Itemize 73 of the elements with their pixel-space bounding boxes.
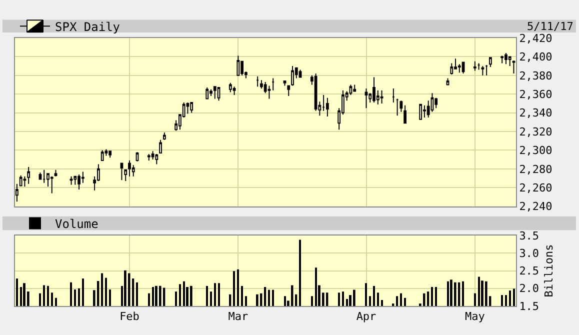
candlestick — [326, 97, 329, 118]
x-tick-label: May — [464, 310, 486, 324]
candlestick — [108, 150, 112, 158]
y-tick-label: 2,380 — [519, 69, 552, 82]
candlestick — [372, 76, 376, 104]
candlestick — [396, 98, 399, 116]
candlestick — [70, 176, 73, 186]
candlestick — [147, 153, 150, 161]
candlestick — [190, 102, 194, 114]
candlestick — [159, 139, 162, 154]
candlestick — [423, 104, 426, 118]
candlestick — [353, 84, 356, 92]
candlestick — [27, 166, 30, 184]
candlestick — [210, 88, 212, 96]
candlestick — [124, 169, 128, 182]
y-tick-label: 2,420 — [519, 32, 552, 45]
candlestick — [450, 62, 454, 75]
candlestick — [151, 150, 154, 160]
candlestick — [434, 97, 438, 109]
y-tick-label: 1.5 — [519, 300, 540, 313]
candlestick — [504, 52, 508, 65]
candlestick — [485, 64, 488, 76]
x-tick-label: Mar — [228, 310, 248, 324]
legend-label: Volume — [55, 216, 98, 231]
candlestick — [74, 176, 77, 186]
candlestick — [500, 55, 504, 64]
y-tick-label: 2.5 — [519, 264, 540, 278]
candlestick — [213, 86, 216, 100]
y-tick-label: 2,280 — [519, 162, 552, 176]
y-tick-label: 2,360 — [519, 88, 552, 101]
y-tick-label: 2,260 — [519, 181, 552, 194]
candlestick — [419, 104, 422, 120]
candlestick — [132, 164, 135, 177]
candlestick — [446, 78, 450, 86]
y-tick-label: 3.5 — [519, 229, 540, 242]
candlestick — [392, 88, 395, 104]
y-tick-label: 2.0 — [519, 282, 540, 296]
candlestick — [508, 56, 512, 67]
y-tick-label: 3.0 — [519, 247, 540, 260]
candlestick — [42, 169, 46, 184]
candlestick — [400, 100, 403, 112]
legend-label: SPX Daily — [55, 20, 120, 34]
candlestick — [23, 176, 26, 188]
candlestick — [512, 60, 516, 74]
candlestick — [54, 169, 58, 177]
candlestick — [404, 104, 407, 124]
candlestick — [364, 88, 368, 109]
candlestick — [78, 174, 80, 190]
y-axis-title: Billions — [542, 244, 556, 298]
candlestick — [380, 90, 384, 104]
candlestick — [217, 87, 220, 102]
y-tick-label: 2,400 — [519, 50, 552, 64]
y-tick-label: 2,300 — [519, 144, 552, 158]
candlestick — [120, 162, 124, 181]
x-tick-label: Apr — [356, 310, 377, 324]
candlestick — [186, 102, 190, 114]
candlestick — [228, 82, 232, 93]
candlestick — [155, 153, 158, 165]
candlestick — [489, 57, 492, 68]
candlestick — [473, 60, 476, 72]
candlestick — [128, 160, 131, 177]
y-tick-label: 2,320 — [519, 125, 552, 138]
candlestick — [206, 87, 209, 100]
candlestick — [19, 174, 22, 186]
candlestick — [232, 86, 236, 96]
candlestick — [50, 176, 54, 194]
text: 5/11/17 — [527, 20, 574, 33]
candlestick — [100, 150, 104, 161]
candlestick — [162, 132, 166, 140]
y-tick-label: 2,240 — [519, 200, 552, 214]
y-tick-label: 2,340 — [519, 106, 552, 120]
x-tick-label: Feb — [120, 310, 140, 324]
candlestick — [481, 66, 484, 76]
